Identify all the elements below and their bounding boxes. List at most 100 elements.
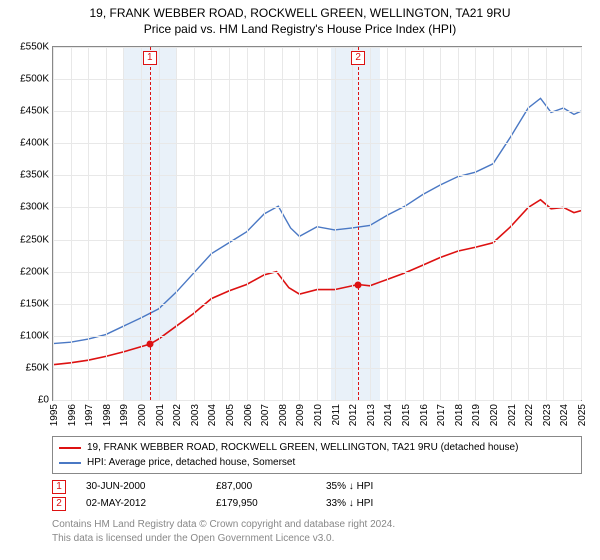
x-tick-label: 2020 xyxy=(489,404,500,426)
x-tick-label: 2009 xyxy=(295,404,306,426)
x-tick-label: 2025 xyxy=(577,404,588,426)
y-tick-label: £150K xyxy=(20,298,49,309)
gridline-v xyxy=(458,47,459,400)
footer-line: Contains HM Land Registry data © Crown c… xyxy=(52,518,582,532)
event-row: 2 02-MAY-2012 £179,950 33% ↓ HPI xyxy=(52,495,582,512)
x-tick-label: 2013 xyxy=(366,404,377,426)
event-row: 1 30-JUN-2000 £87,000 35% ↓ HPI xyxy=(52,478,582,495)
gridline-v xyxy=(176,47,177,400)
gridline-v xyxy=(71,47,72,400)
title-address: 19, FRANK WEBBER ROAD, ROCKWELL GREEN, W… xyxy=(0,6,600,20)
x-tick-label: 1997 xyxy=(84,404,95,426)
gridline-v xyxy=(211,47,212,400)
gridline-v xyxy=(53,47,54,400)
event-index-box: 1 xyxy=(52,480,66,494)
event-marker-box: 2 xyxy=(351,51,365,65)
y-tick-label: £200K xyxy=(20,266,49,277)
x-tick-label: 2023 xyxy=(542,404,553,426)
gridline-v xyxy=(317,47,318,400)
x-tick-label: 2024 xyxy=(559,404,570,426)
gridline-v xyxy=(141,47,142,400)
legend-swatch xyxy=(59,462,81,464)
x-tick-label: 2000 xyxy=(137,404,148,426)
x-tick-label: 2002 xyxy=(172,404,183,426)
x-tick-label: 2005 xyxy=(225,404,236,426)
legend-row: HPI: Average price, detached house, Some… xyxy=(59,455,575,470)
y-tick-label: £400K xyxy=(20,138,49,149)
gridline-v xyxy=(581,47,582,400)
gridline-v xyxy=(440,47,441,400)
gridline-v xyxy=(493,47,494,400)
x-tick-label: 1995 xyxy=(49,404,60,426)
plot-region: £0£50K£100K£150K£200K£250K£300K£350K£400… xyxy=(52,46,582,401)
x-tick-label: 2008 xyxy=(278,404,289,426)
x-tick-label: 2022 xyxy=(524,404,535,426)
gridline-v xyxy=(335,47,336,400)
gridline-v xyxy=(405,47,406,400)
x-tick-label: 2016 xyxy=(419,404,430,426)
title-block: 19, FRANK WEBBER ROAD, ROCKWELL GREEN, W… xyxy=(0,0,600,36)
x-tick-label: 2017 xyxy=(436,404,447,426)
gridline-v xyxy=(106,47,107,400)
gridline-h xyxy=(53,400,581,401)
gridline-v xyxy=(546,47,547,400)
y-tick-label: £100K xyxy=(20,330,49,341)
event-date: 02-MAY-2012 xyxy=(86,498,216,509)
footer-attribution: Contains HM Land Registry data © Crown c… xyxy=(52,518,582,545)
x-tick-label: 2006 xyxy=(243,404,254,426)
x-tick-label: 2014 xyxy=(383,404,394,426)
legend-box: 19, FRANK WEBBER ROAD, ROCKWELL GREEN, W… xyxy=(52,436,582,474)
gridline-v xyxy=(423,47,424,400)
legend-label: 19, FRANK WEBBER ROAD, ROCKWELL GREEN, W… xyxy=(87,442,518,453)
gridline-v xyxy=(159,47,160,400)
event-delta: 35% ↓ HPI xyxy=(326,481,446,492)
x-tick-label: 2007 xyxy=(260,404,271,426)
chart-container: 19, FRANK WEBBER ROAD, ROCKWELL GREEN, W… xyxy=(0,0,600,560)
x-tick-label: 2018 xyxy=(454,404,465,426)
y-tick-label: £0 xyxy=(38,395,49,406)
event-table: 1 30-JUN-2000 £87,000 35% ↓ HPI 2 02-MAY… xyxy=(52,478,582,512)
event-vline xyxy=(358,47,359,400)
gridline-v xyxy=(282,47,283,400)
y-tick-label: £50K xyxy=(26,362,49,373)
data-point-marker xyxy=(355,281,362,288)
event-delta: 33% ↓ HPI xyxy=(326,498,446,509)
x-tick-label: 1996 xyxy=(67,404,78,426)
event-marker-box: 1 xyxy=(143,51,157,65)
x-tick-label: 2021 xyxy=(507,404,518,426)
x-tick-label: 2012 xyxy=(348,404,359,426)
x-tick-label: 2015 xyxy=(401,404,412,426)
gridline-v xyxy=(247,47,248,400)
legend-swatch xyxy=(59,447,81,449)
gridline-v xyxy=(370,47,371,400)
y-tick-label: £250K xyxy=(20,234,49,245)
event-index-box: 2 xyxy=(52,497,66,511)
gridline-v xyxy=(511,47,512,400)
event-date: 30-JUN-2000 xyxy=(86,481,216,492)
data-point-marker xyxy=(146,341,153,348)
event-price: £87,000 xyxy=(216,481,326,492)
y-tick-label: £350K xyxy=(20,170,49,181)
gridline-v xyxy=(123,47,124,400)
y-tick-label: £450K xyxy=(20,106,49,117)
footer-line: This data is licensed under the Open Gov… xyxy=(52,532,582,546)
legend-label: HPI: Average price, detached house, Some… xyxy=(87,457,295,468)
y-tick-label: £300K xyxy=(20,202,49,213)
x-tick-label: 2011 xyxy=(331,404,342,426)
legend-row: 19, FRANK WEBBER ROAD, ROCKWELL GREEN, W… xyxy=(59,440,575,455)
x-tick-label: 2003 xyxy=(190,404,201,426)
chart-area: £0£50K£100K£150K£200K£250K£300K£350K£400… xyxy=(52,46,582,401)
gridline-v xyxy=(387,47,388,400)
gridline-v xyxy=(229,47,230,400)
gridline-v xyxy=(528,47,529,400)
gridline-v xyxy=(194,47,195,400)
y-tick-label: £550K xyxy=(20,42,49,53)
gridline-v xyxy=(563,47,564,400)
x-tick-label: 2019 xyxy=(471,404,482,426)
gridline-v xyxy=(352,47,353,400)
gridline-v xyxy=(264,47,265,400)
x-tick-label: 2004 xyxy=(207,404,218,426)
gridline-v xyxy=(299,47,300,400)
gridline-v xyxy=(475,47,476,400)
x-tick-label: 1999 xyxy=(119,404,130,426)
